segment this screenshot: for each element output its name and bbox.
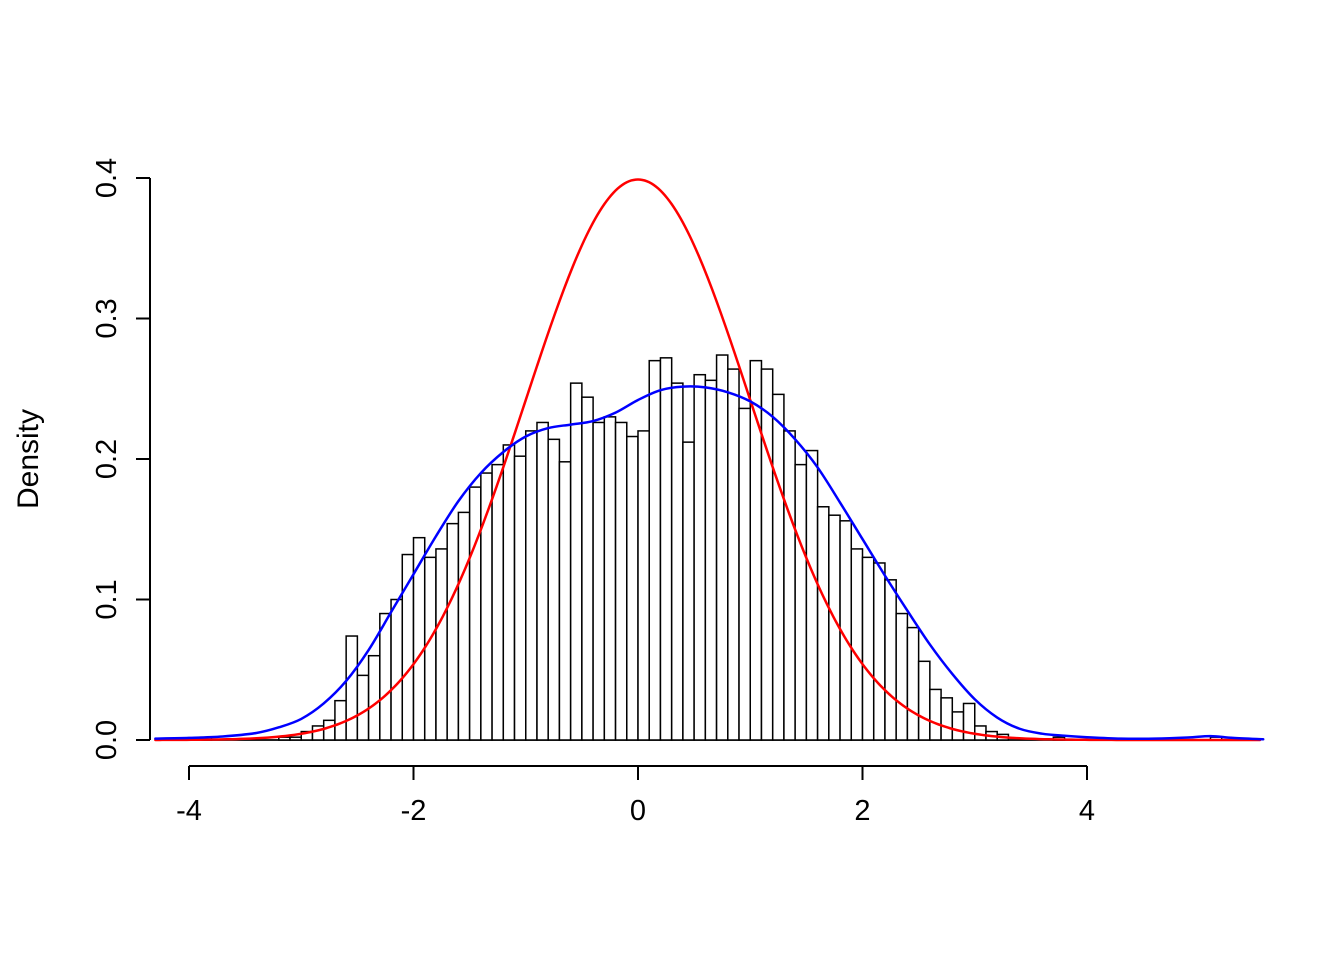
histogram-bar: [322, 719, 336, 741]
histogram-bar: [850, 548, 864, 741]
histogram-bar: [491, 463, 505, 741]
axes-layer: -4 -2 0 2 4 0.0 0.1 0.2 0.3 0.4: [91, 158, 1095, 827]
y-tick-label: 0.4: [91, 158, 123, 198]
histogram-bar: [682, 441, 695, 741]
histogram-bar: [738, 407, 752, 741]
histogram-bar: [715, 354, 729, 741]
histogram-bar: [345, 635, 359, 741]
histogram-bar: [884, 579, 897, 741]
histogram-bar: [816, 506, 830, 741]
histogram-bar: [390, 598, 404, 741]
histogram-bar: [592, 421, 606, 741]
histogram-bar: [367, 654, 381, 741]
histogram-bar: [648, 359, 662, 741]
histogram-bar: [457, 511, 471, 741]
histogram-bar: [693, 373, 707, 741]
histogram-bar: [895, 612, 909, 741]
x-tick-label: 4: [1079, 795, 1095, 827]
histogram-bar: [637, 430, 650, 741]
y-tick-label: 0.3: [91, 298, 123, 338]
x-tick-label: 2: [854, 795, 870, 827]
histogram-bar: [704, 379, 718, 741]
histogram-bar: [794, 463, 808, 741]
histogram-bar: [805, 449, 819, 741]
y-tick-label: 0.0: [91, 720, 123, 760]
x-tick-label: -4: [176, 795, 202, 827]
y-tick-label: 0.2: [91, 439, 123, 479]
histogram-bar: [525, 430, 538, 741]
x-tick-label: 0: [630, 795, 646, 827]
histogram-bar: [435, 548, 448, 741]
histogram-bar: [412, 536, 426, 741]
histogram-bar: [626, 435, 639, 741]
histogram-bar: [951, 711, 965, 741]
histogram-bar: [356, 674, 370, 741]
histogram-bar: [423, 556, 437, 741]
histogram-bar: [502, 444, 516, 741]
histogram-bar: [940, 697, 954, 741]
histogram-bar: [603, 416, 617, 741]
histogram-bar: [659, 357, 673, 741]
histogram-bar: [289, 736, 302, 741]
histogram-bar: [917, 660, 931, 741]
y-tick-label: 0.1: [91, 579, 123, 619]
histogram-bar: [513, 455, 527, 741]
histogram-bar: [906, 626, 920, 741]
histogram-bar: [760, 368, 774, 741]
histogram-bar: [547, 438, 561, 741]
histogram-bar: [929, 688, 942, 741]
histogram-bar: [872, 562, 886, 741]
x-tick-label: -2: [401, 795, 427, 827]
histogram-bar: [558, 461, 572, 741]
histogram-bar: [727, 368, 740, 741]
histogram-bar: [468, 486, 482, 741]
curves-layer: [154, 178, 1265, 742]
histogram-bar: [614, 421, 628, 741]
normal-density-curve: [154, 178, 1262, 742]
histogram-bar: [569, 382, 583, 741]
histogram-layer: [199, 354, 1223, 741]
y-axis-title: Density: [12, 409, 45, 509]
histogram-bar: [962, 702, 976, 741]
histogram-bar: [670, 382, 684, 741]
histogram-bar: [536, 421, 549, 741]
histogram-bar: [771, 393, 785, 741]
kernel-density-curve: [154, 385, 1265, 741]
histogram-bar: [379, 612, 392, 741]
histogram-bar: [581, 396, 594, 741]
histogram-bar: [446, 522, 460, 741]
histogram-bar: [783, 430, 796, 741]
histogram-bar: [861, 556, 875, 741]
